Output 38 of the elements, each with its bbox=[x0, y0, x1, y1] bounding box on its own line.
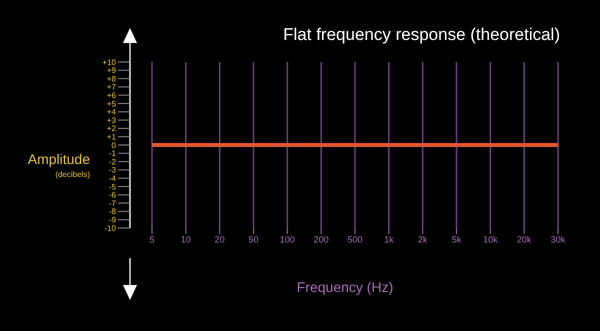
y-tick-label: +2 bbox=[106, 124, 117, 134]
x-tick-label: 2k bbox=[418, 234, 428, 244]
y-tick-label: +10 bbox=[102, 58, 117, 67]
x-tick-label: 1k bbox=[384, 234, 394, 244]
y-tick-label: 0 bbox=[112, 140, 117, 150]
y-tick-label: -9 bbox=[108, 216, 117, 225]
y-tick-label: +3 bbox=[106, 116, 117, 125]
x-tick-label: 30k bbox=[550, 234, 566, 244]
y-tick-label: -10 bbox=[104, 224, 117, 233]
x-tick-label: 100 bbox=[280, 234, 295, 244]
y-axis-title: Amplitude bbox=[28, 151, 90, 167]
x-tick-label: 50 bbox=[248, 234, 259, 244]
y-tick-label: -1 bbox=[108, 149, 117, 158]
y-tick-label: -8 bbox=[108, 207, 117, 216]
x-tick-label: 200 bbox=[314, 234, 329, 244]
y-tick-label: +9 bbox=[106, 66, 117, 76]
y-tick-label: +6 bbox=[106, 91, 117, 100]
x-tick-label: 10 bbox=[180, 234, 191, 244]
y-tick-label: -6 bbox=[108, 190, 117, 200]
y-tick-label: -3 bbox=[108, 166, 117, 175]
y-tick-label: -2 bbox=[108, 157, 117, 166]
y-tick-label: -7 bbox=[108, 198, 117, 208]
x-tick-label: 20 bbox=[214, 234, 225, 244]
x-tick-label: 500 bbox=[347, 234, 363, 244]
y-tick-label: +1 bbox=[106, 132, 117, 142]
y-tick-label: +8 bbox=[106, 74, 117, 84]
y-tick-label: -4 bbox=[108, 174, 117, 184]
x-tick-label: 5 bbox=[149, 234, 155, 244]
y-tick-label: -5 bbox=[108, 182, 117, 192]
chart-title: Flat frequency response (theoretical) bbox=[283, 25, 560, 44]
y-tick-label: +7 bbox=[106, 82, 117, 92]
x-tick-label: 20k bbox=[516, 234, 532, 244]
x-axis-title: Frequency (Hz) bbox=[296, 279, 394, 295]
x-tick-label: 10k bbox=[483, 234, 498, 244]
x-tick-label: 5k bbox=[452, 234, 462, 244]
y-tick-label: +5 bbox=[106, 99, 117, 108]
y-tick-label: +4 bbox=[106, 108, 117, 117]
text: (decibels) bbox=[55, 170, 90, 179]
